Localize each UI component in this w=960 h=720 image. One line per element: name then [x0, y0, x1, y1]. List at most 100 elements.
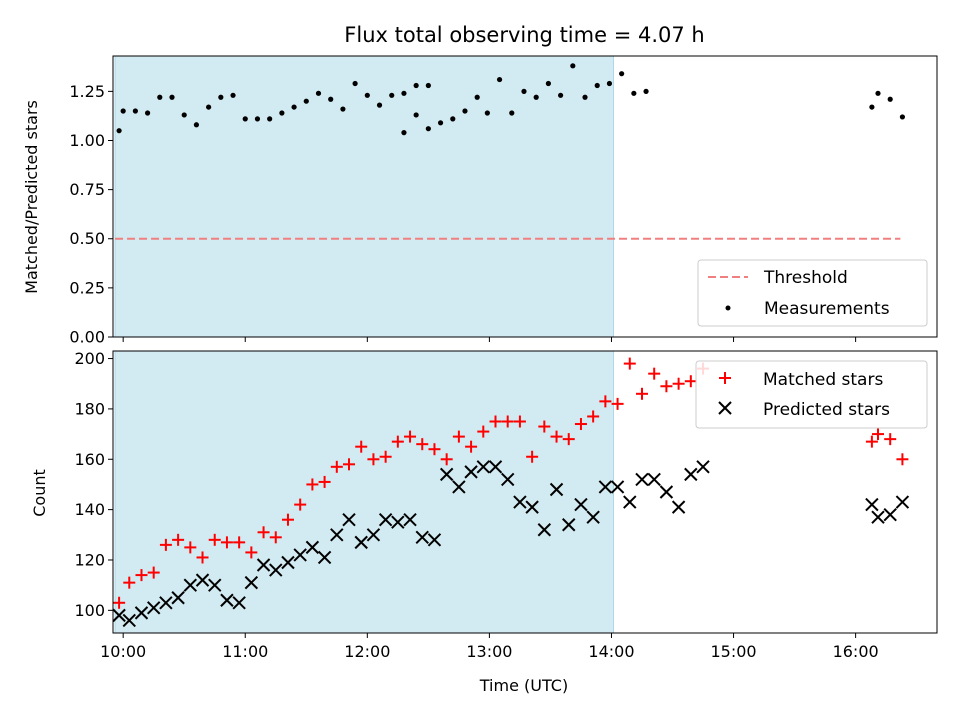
measurements-point	[401, 90, 407, 96]
threshold-legend-label: Threshold	[763, 268, 848, 288]
matched-stars-point	[306, 478, 319, 491]
measurements-point	[169, 94, 175, 100]
matched-stars-point	[896, 453, 909, 466]
top-y-axis-label: Matched/Predicted stars	[22, 100, 41, 294]
measurements-point	[218, 94, 224, 100]
measurements-point	[425, 126, 431, 132]
matched-stars-point	[884, 433, 897, 446]
predicted-stars-point	[330, 528, 344, 542]
matched-stars-point	[865, 435, 878, 448]
predicted-stars-point	[195, 573, 210, 587]
matched-stars-legend-label: Matched stars	[763, 370, 883, 390]
measurements-point	[254, 116, 261, 122]
matched-stars-point	[343, 458, 356, 471]
matched-stars-point	[245, 546, 258, 559]
measurements-point	[570, 63, 576, 69]
measurements-point	[875, 90, 881, 96]
measurements-point	[606, 80, 613, 87]
measurements-point	[484, 110, 490, 116]
measurements-point	[157, 94, 163, 100]
predicted-stars-point	[354, 535, 368, 550]
x-tick-label: 12:00	[344, 642, 390, 661]
matched-stars-point	[233, 536, 246, 549]
matched-stars-point	[489, 415, 502, 428]
measurements-point	[181, 112, 187, 118]
predicted-stars-point	[269, 563, 283, 577]
matched-stars-point	[513, 415, 526, 428]
measurements-point	[462, 108, 468, 114]
measurements-point	[116, 128, 122, 134]
matched-stars-point	[465, 440, 478, 453]
predicted-stars-point	[452, 480, 466, 494]
predicted-stars-point	[439, 467, 454, 482]
matched-stars-point	[587, 410, 600, 423]
matched-stars-point	[355, 440, 368, 453]
predicted-stars-point	[159, 596, 173, 610]
predicted-stars-point	[464, 465, 478, 479]
predicted-stars-point	[171, 591, 185, 605]
predicted-stars-point	[623, 495, 637, 509]
measurements-point	[206, 104, 212, 110]
measurements-legend-marker	[725, 305, 731, 311]
measurements-point	[474, 94, 480, 100]
x-tick-label: 16:00	[833, 642, 879, 661]
measurements-point	[352, 80, 358, 87]
x-tick-label: 14:00	[588, 642, 634, 661]
matched-stars-point	[538, 420, 551, 433]
predicted-stars-point	[305, 540, 320, 555]
bottom-y-tick-label: 100	[74, 601, 105, 620]
x-axis-label: Time (UTC)	[479, 676, 568, 695]
matched-stars-legend-marker	[719, 372, 731, 384]
predicted-stars-point	[488, 460, 503, 474]
matched-stars-point	[294, 498, 307, 511]
predicted-stars-point	[391, 515, 405, 529]
matched-stars-point	[635, 387, 648, 400]
measurements-point	[533, 94, 539, 100]
top-y-tick-label: 1.00	[69, 131, 105, 150]
top-y-tick-label: 1.25	[69, 82, 105, 101]
predicted-stars-point	[895, 495, 910, 509]
matched-stars-point	[196, 551, 209, 564]
matched-stars-point	[159, 538, 172, 551]
bottom-panel: 100 120 140 160 180 200 10:00 11:00 12:00 13:00 1…	[30, 349, 938, 695]
predicted-stars-point	[635, 472, 649, 487]
predicted-stars-point	[122, 613, 136, 628]
measurements-point	[144, 110, 151, 116]
measurements-point	[631, 90, 637, 96]
top-y-tick-label: 0.50	[69, 229, 105, 248]
measurements-point	[279, 110, 285, 116]
predicted-stars-point	[513, 495, 527, 509]
matched-stars-point	[452, 430, 465, 443]
predicted-stars-point	[537, 523, 552, 537]
x-tick-label: 10:00	[100, 642, 146, 661]
measurements-point	[437, 120, 444, 126]
matched-stars-point	[257, 526, 270, 539]
predicted-stars-point	[112, 608, 126, 623]
matched-stars-point	[660, 380, 673, 393]
bottom-y-tick-label: 200	[74, 349, 105, 368]
predicted-stars-point	[366, 528, 381, 542]
top-legend: Threshold Measurements	[697, 259, 928, 327]
measurements-point	[364, 92, 370, 98]
measurements-point	[267, 116, 273, 122]
predicted-stars-point	[647, 472, 661, 487]
matched-stars-point	[611, 397, 624, 410]
measurements-point	[545, 80, 551, 87]
predicted-stars-point	[659, 485, 674, 499]
predicted-stars-point	[549, 482, 564, 497]
predicted-stars-point	[183, 578, 198, 592]
predicted-stars-point	[415, 530, 429, 545]
measurements-point	[582, 94, 588, 100]
measurements-point	[869, 104, 875, 110]
measurements-point	[521, 88, 527, 94]
top-y-tick-label: 0.75	[69, 180, 105, 199]
matched-stars-point	[330, 460, 343, 473]
matched-stars-point	[428, 443, 441, 456]
matched-stars-point	[220, 536, 233, 549]
chart-title: Flux total observing time = 4.07 h	[344, 23, 704, 47]
matched-stars-point	[379, 450, 392, 463]
measurements-point	[509, 110, 515, 116]
matched-stars-point	[684, 375, 697, 388]
matched-stars-point	[562, 433, 575, 446]
